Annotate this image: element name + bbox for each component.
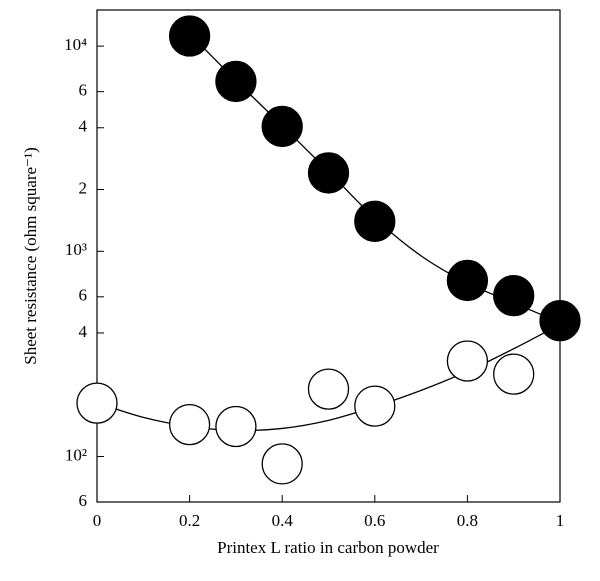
data-point (493, 274, 535, 317)
y-tick-label: 10⁴ (64, 35, 87, 54)
data-point (261, 443, 303, 485)
data-point (76, 382, 118, 424)
data-point (261, 105, 303, 148)
y-tick-label: 6 (79, 81, 88, 100)
data-point (307, 152, 350, 194)
x-tick-label: 1 (556, 511, 565, 530)
data-point (307, 368, 350, 410)
plot-frame (96, 9, 561, 503)
data-point (446, 259, 489, 302)
data-point (168, 15, 211, 57)
x-tick-label: 0.6 (364, 511, 385, 530)
y-tick-label: 4 (79, 117, 88, 136)
y-tick-label: 6 (79, 286, 88, 305)
y-tick-label: 10² (65, 445, 87, 464)
y-tick-label: 2 (79, 178, 88, 197)
data-point (493, 353, 535, 395)
y-tick-label: 10³ (65, 240, 87, 259)
data-point (215, 405, 257, 448)
data-point (446, 340, 489, 382)
x-tick-label: 0.4 (272, 511, 294, 530)
data-point (168, 403, 211, 446)
data-point (539, 300, 581, 342)
data-point (354, 385, 396, 427)
y-tick-label: 4 (79, 322, 88, 341)
x-tick-label: 0 (93, 511, 102, 530)
y-tick-label: 6 (79, 491, 88, 510)
y-axis-label: Sheet resistance (ohm square⁻¹) (21, 147, 40, 365)
data-point (215, 60, 257, 103)
x-tick-label: 0.2 (179, 511, 200, 530)
x-axis-label: Printex L ratio in carbon powder (217, 538, 439, 557)
data-point (354, 200, 396, 242)
x-tick-label: 0.8 (457, 511, 478, 530)
